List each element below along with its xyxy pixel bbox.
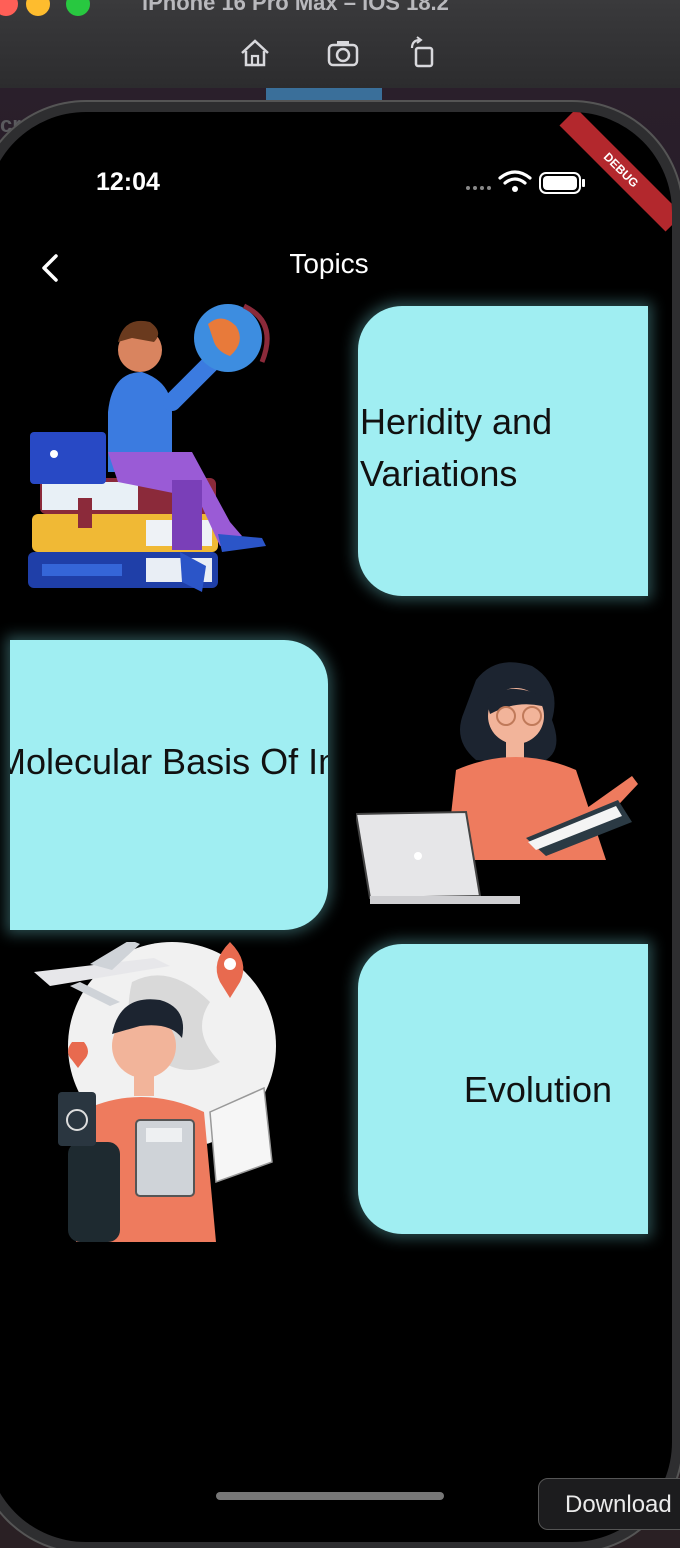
simulator-title: iPhone 16 Pro Max – iOS 18.2: [142, 0, 449, 15]
status-time: 12:04: [96, 168, 160, 196]
page-title: Topics: [289, 248, 369, 279]
battery-icon: [539, 172, 585, 194]
topic-label: Evolution: [463, 1069, 612, 1110]
simulator-title-bar: iPhone 16 Pro Max – iOS 18.2: [0, 0, 680, 88]
topic-label: Molecular Basis Of Inheritance: [10, 741, 328, 782]
minimize-window-button[interactable]: [26, 0, 50, 16]
back-arrow-icon[interactable]: [36, 248, 66, 288]
home-icon[interactable]: [238, 36, 272, 70]
woman-with-laptop-illustration: [356, 662, 638, 904]
topic-card-evolution[interactable]: Evolution: [358, 944, 648, 1234]
status-icons: [466, 170, 585, 194]
phone-screen: 12:04 DEBUG Topics: [0, 112, 672, 1542]
screenshot-icon[interactable]: [326, 36, 360, 70]
student-with-globe-illustration: [28, 303, 270, 592]
home-indicator[interactable]: [216, 1492, 444, 1500]
zoom-window-button[interactable]: [66, 0, 90, 16]
traveler-with-passport-illustration: [34, 942, 276, 1242]
cellular-signal-icon: [466, 186, 491, 190]
desktop-window-sliver: [266, 88, 382, 112]
topic-card-heredity[interactable]: Heridity and Variations: [358, 306, 648, 596]
close-window-button[interactable]: [0, 0, 18, 16]
rotate-icon[interactable]: [406, 36, 440, 70]
download-tooltip: Download: [538, 1478, 680, 1530]
wifi-icon: [498, 170, 532, 185]
topic-card-molecular-basis[interactable]: Molecular Basis Of Inheritance: [10, 640, 328, 930]
topic-label: Heridity and Variations: [360, 401, 553, 494]
